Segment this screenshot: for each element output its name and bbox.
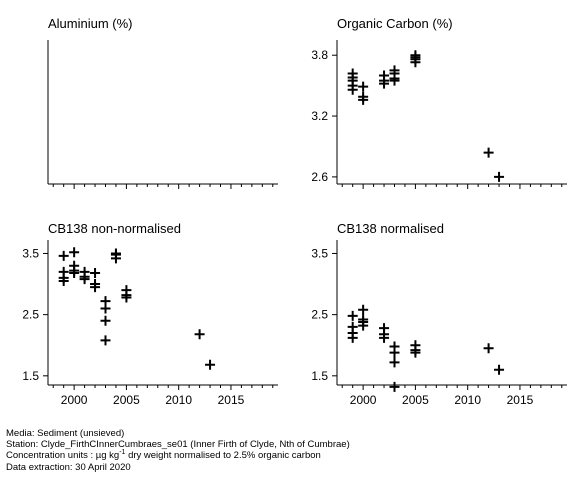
data-point <box>494 171 505 182</box>
footer-extraction: Data extraction: 30 April 2020 <box>6 461 131 473</box>
y-tick-label: 3.5 <box>22 246 39 260</box>
data-point <box>205 359 216 370</box>
footer-units-prefix: Concentration units : µg kg <box>6 450 120 462</box>
panel-2: Organic Carbon (%) 2.6 3.2 3.8 <box>311 16 567 189</box>
data-point <box>79 274 90 285</box>
panel-4: CB138 normalised 2000 2005 2010 2015 1.5 2.5 3.… <box>311 221 567 407</box>
footer-units: Concentration units : µg kg-1 dry weight… <box>6 449 350 462</box>
data-point <box>194 329 205 340</box>
footer-notes: Media: Sediment (unsieved) Station: Clyd… <box>6 428 350 473</box>
data-point <box>347 68 358 79</box>
data-point <box>58 272 69 283</box>
x-tick-label: 2010 <box>165 393 192 407</box>
data-point <box>90 268 101 279</box>
footer-units-sup: -1 <box>119 449 126 457</box>
x-tick-label: 2000 <box>350 393 377 407</box>
x-tick-label: 2005 <box>113 393 140 407</box>
data-point <box>347 332 358 343</box>
data-point <box>410 54 421 65</box>
footer-station: Station: Clyde_FirthCInnerCumbraes_se01 … <box>6 439 350 451</box>
data-point <box>358 304 369 315</box>
y-tick-label: 3.5 <box>311 246 328 260</box>
x-tick-label: 2010 <box>454 393 481 407</box>
x-tick-label: 2000 <box>61 393 88 407</box>
data-point <box>69 268 80 279</box>
data-point <box>100 315 111 326</box>
data-point <box>121 292 132 303</box>
y-tick-label: 3.2 <box>311 109 328 123</box>
data-point <box>347 310 358 321</box>
data-point <box>100 335 111 346</box>
panel-title: CB138 normalised <box>337 221 444 236</box>
data-point <box>379 332 390 343</box>
y-tick-label: 2.6 <box>311 170 328 184</box>
panel-title: CB138 non-normalised <box>48 221 181 236</box>
data-point <box>389 65 400 76</box>
x-tick-label: 2015 <box>218 393 245 407</box>
x-tick-label: 2015 <box>507 393 534 407</box>
data-point <box>58 250 69 261</box>
data-point <box>483 343 494 354</box>
y-tick-label: 3.8 <box>311 48 328 62</box>
panel-title: Aluminium (%) <box>48 16 133 31</box>
data-point <box>389 347 400 358</box>
data-point <box>110 248 121 259</box>
data-point <box>410 347 421 358</box>
y-tick-label: 2.5 <box>22 308 39 322</box>
data-point <box>347 84 358 95</box>
data-point <box>389 381 400 392</box>
data-point <box>358 320 369 331</box>
data-point <box>483 147 494 158</box>
footer-units-suffix: dry weight normalised to 2.5% organic ca… <box>125 450 321 462</box>
y-tick-label: 1.5 <box>22 369 39 383</box>
data-point <box>69 247 80 258</box>
data-point <box>389 357 400 368</box>
data-point <box>379 70 390 81</box>
x-tick-label: 2005 <box>402 393 429 407</box>
y-tick-label: 1.5 <box>311 369 328 383</box>
data-point <box>358 94 369 105</box>
y-tick-label: 2.5 <box>311 308 328 322</box>
data-point <box>90 282 101 293</box>
panel-title: Organic Carbon (%) <box>337 16 453 31</box>
panel-3: CB138 non-normalised 2000 2005 2010 2015 1.5 2… <box>22 221 278 407</box>
data-point <box>494 364 505 375</box>
data-point <box>100 303 111 314</box>
footer-media: Media: Sediment (unsieved) <box>6 428 125 439</box>
panel-1: Aluminium (%) <box>47 16 278 189</box>
data-point <box>358 81 369 92</box>
